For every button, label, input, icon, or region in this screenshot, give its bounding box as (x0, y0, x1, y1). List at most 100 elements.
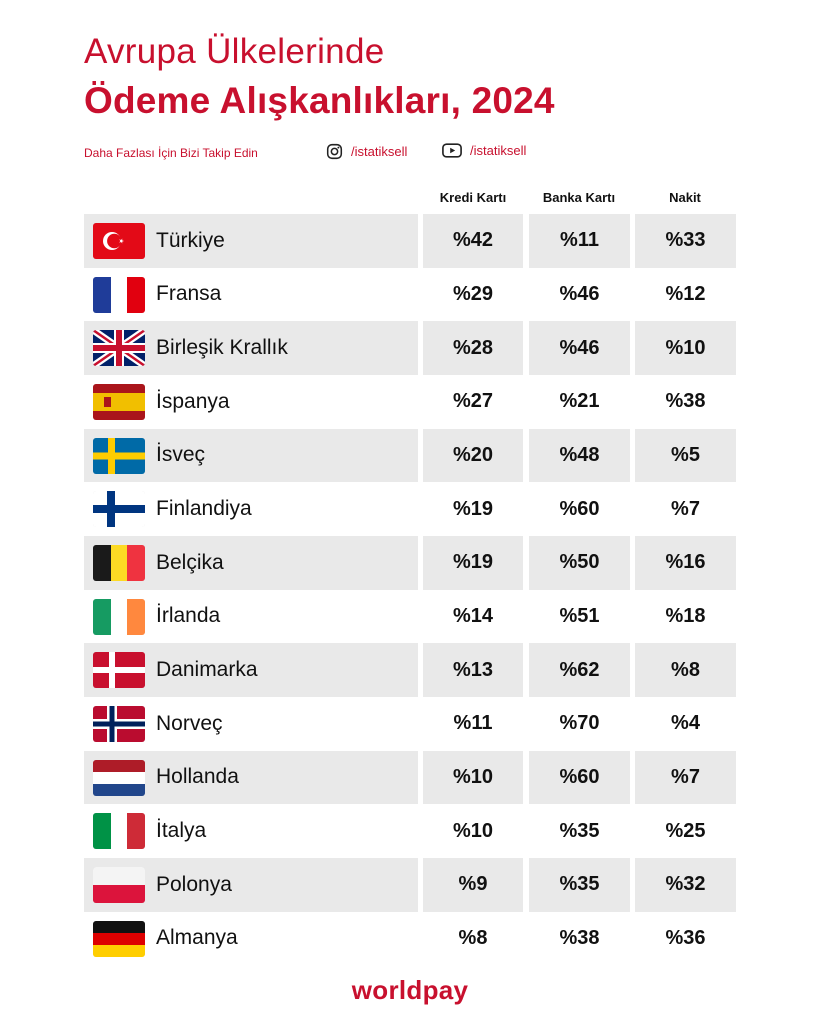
banka-value: %60 (559, 497, 600, 520)
kredi-value: %42 (452, 229, 494, 252)
country-cell: Hollanda (84, 750, 418, 804)
country-cell: Belçika (84, 536, 418, 590)
nakit-value: %7 (671, 765, 700, 788)
country-name: İtalya (156, 819, 207, 842)
banka-cell: %70 (529, 697, 630, 751)
country-name: Fransa (156, 282, 222, 306)
banka-value: %46 (559, 336, 600, 359)
banka-cell: %35 (529, 858, 630, 912)
flag-france-icon (93, 276, 145, 313)
page-title-line1: Avrupa Ülkelerinde (84, 32, 385, 71)
nakit-cell: %8 (635, 643, 736, 697)
flag-germany-icon (93, 920, 145, 957)
banka-cell: %62 (529, 643, 630, 697)
country-name: Türkiye (156, 228, 225, 252)
payment-table: Türkiye %42 %11 %33 Fransa %29 %46 %12 Birleşik … (84, 214, 736, 965)
kredi-cell: %14 (423, 590, 523, 644)
table-row: Norveç %11 %70 %4 (84, 697, 736, 751)
flag-denmark-icon (93, 652, 145, 688)
country-name: Danimarka (156, 658, 258, 681)
flag-uk-icon (93, 330, 145, 366)
nakit-cell: %36 (635, 912, 736, 965)
nakit-value: %4 (671, 712, 700, 735)
kredi-cell: %29 (423, 268, 523, 322)
nakit-cell: %10 (635, 321, 736, 375)
nakit-cell: %38 (635, 375, 736, 429)
youtube-handle: /istatiksell (470, 143, 527, 158)
country-cell: Danimarka (84, 643, 418, 697)
country-cell: İrlanda (84, 590, 418, 644)
instagram-link[interactable]: /istatiksell (326, 143, 407, 160)
flag-finland-icon (93, 491, 145, 527)
nakit-cell: %33 (635, 214, 736, 268)
banka-value: %62 (559, 658, 600, 681)
banka-cell: %60 (529, 482, 630, 536)
kredi-value: %10 (452, 819, 494, 842)
table-row: Polonya %9 %35 %32 (84, 858, 736, 912)
flag-norway-icon (93, 706, 145, 742)
column-header-banka: Banka Kartı (542, 190, 616, 205)
country-cell: Polonya (84, 858, 418, 912)
nakit-cell: %32 (635, 858, 736, 912)
nakit-value: %10 (665, 336, 706, 359)
banka-cell: %50 (529, 536, 630, 590)
nakit-value: %25 (665, 819, 706, 842)
banka-cell: %38 (529, 912, 630, 965)
banka-value: %51 (559, 604, 600, 627)
banka-cell: %35 (529, 804, 630, 858)
table-row: Fransa %29 %46 %12 (84, 268, 736, 322)
kredi-cell: %11 (423, 697, 523, 751)
banka-value: %50 (559, 551, 600, 574)
country-cell: İsveç (84, 428, 418, 482)
nakit-value: %38 (665, 390, 706, 413)
country-cell: Norveç (84, 697, 418, 751)
column-header-kredi: Kredi Kartı (439, 190, 507, 205)
kredi-value: %19 (452, 551, 494, 574)
flag-spain-icon (93, 384, 145, 420)
nakit-value: %16 (665, 551, 706, 574)
banka-value: %11 (560, 229, 599, 252)
flag-turkey-icon (93, 223, 145, 259)
country-cell: Finlandiya (84, 482, 418, 536)
kredi-value: %13 (452, 658, 494, 681)
table-row: Hollanda %10 %60 %7 (84, 750, 736, 804)
flag-italy-icon (93, 813, 145, 849)
nakit-value: %36 (665, 926, 706, 949)
kredi-cell: %13 (423, 643, 523, 697)
kredi-value: %28 (452, 336, 494, 359)
brand-logo: worldpay (351, 975, 469, 1005)
banka-value: %21 (559, 390, 600, 413)
nakit-value: %8 (671, 658, 700, 681)
flag-belgium-icon (93, 545, 145, 581)
kredi-value: %10 (452, 765, 494, 788)
nakit-value: %12 (665, 282, 706, 305)
banka-value: %38 (559, 926, 600, 949)
kredi-cell: %10 (423, 804, 523, 858)
youtube-link[interactable]: /istatiksell (442, 143, 526, 158)
kredi-cell: %20 (423, 428, 523, 482)
nakit-cell: %12 (635, 268, 736, 322)
table-row: Belçika %19 %50 %16 (84, 536, 736, 590)
kredi-cell: %9 (423, 858, 523, 912)
banka-cell: %60 (529, 750, 630, 804)
country-name: Birleşik Krallık (156, 336, 288, 359)
country-name: Almanya (156, 926, 238, 949)
table-row: Danimarka %13 %62 %8 (84, 643, 736, 697)
nakit-cell: %18 (635, 590, 736, 644)
nakit-value: %7 (671, 497, 700, 520)
country-name: Polonya (156, 872, 232, 896)
kredi-cell: %19 (423, 536, 523, 590)
nakit-value: %33 (665, 229, 706, 252)
kredi-cell: %8 (423, 912, 523, 965)
banka-cell: %46 (529, 268, 630, 322)
country-cell: İspanya (84, 375, 418, 429)
banka-cell: %11 (529, 214, 630, 268)
country-name: Belçika (156, 550, 224, 574)
kredi-value: %19 (452, 497, 494, 520)
country-cell: Türkiye (84, 214, 418, 268)
table-row: İrlanda %14 %51 %18 (84, 590, 736, 644)
page-title-line2: Ödeme Alışkanlıkları, 2024 (84, 80, 555, 121)
kredi-value: %8 (458, 926, 488, 949)
banka-value: %46 (559, 282, 600, 305)
nakit-cell: %16 (635, 536, 736, 590)
